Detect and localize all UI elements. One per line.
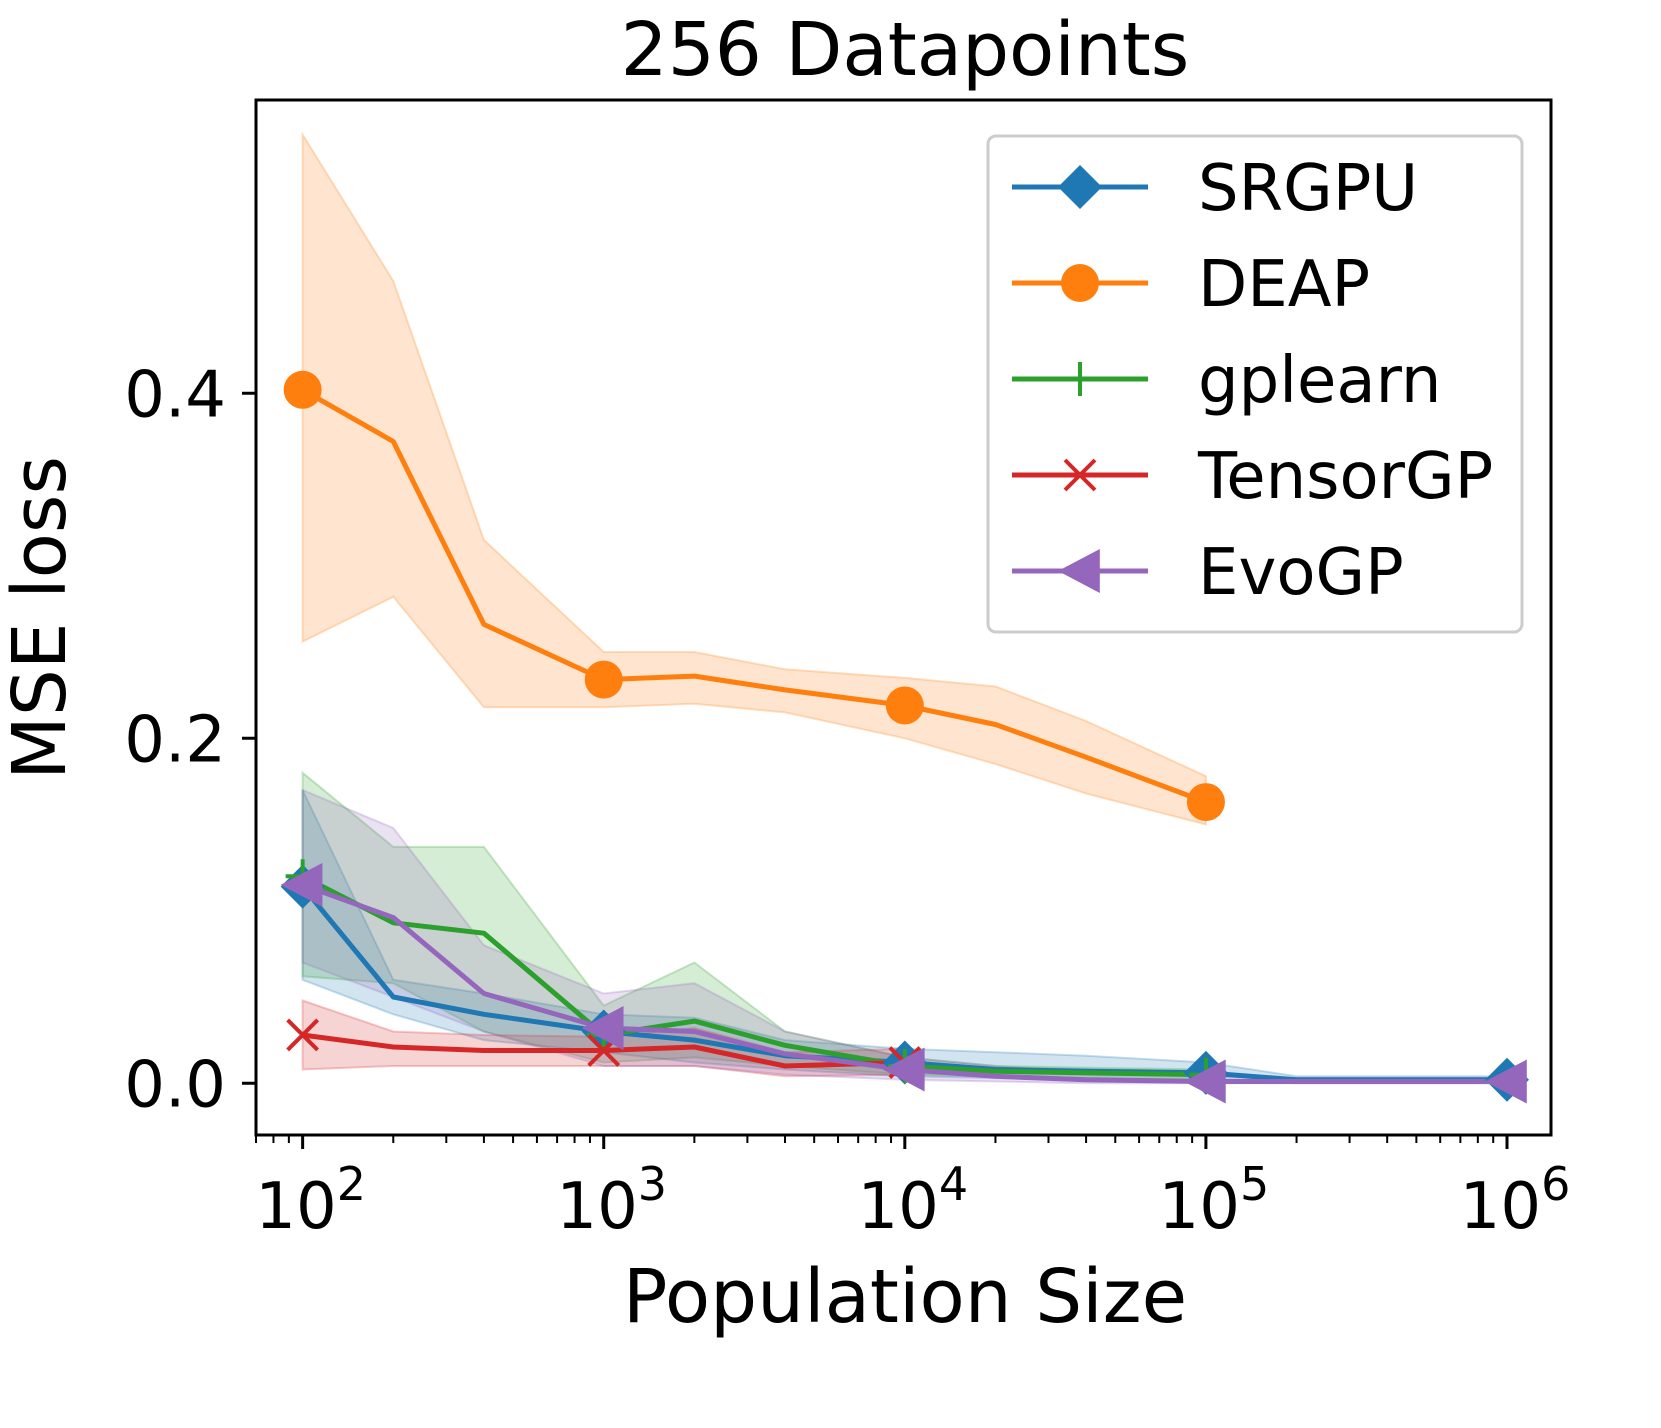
legend-entry-deap: DEAP xyxy=(1012,248,1370,322)
legend-entry-gplearn: gplearn xyxy=(1012,344,1441,418)
marker-deap-100 xyxy=(283,370,322,409)
legend-marker xyxy=(1063,458,1097,492)
legend-entries: SRGPU DEAP gplearn TensorGP EvoGP xyxy=(1012,152,1493,610)
legend-marker xyxy=(1058,549,1100,593)
x-tick-label: 102 xyxy=(255,1157,366,1244)
marker-evogp-10000 xyxy=(882,1047,925,1092)
x-axis-label: Population Size xyxy=(623,1254,1187,1340)
marker-deap-100000 xyxy=(1186,783,1225,822)
marker-evogp-100 xyxy=(280,862,323,907)
legend-label: EvoGP xyxy=(1198,536,1404,610)
marker-evogp-1000 xyxy=(581,1006,624,1051)
legend-label: TensorGP xyxy=(1197,440,1493,514)
y-tick-label: 0.2 xyxy=(124,703,226,777)
plot-area xyxy=(254,98,1553,1137)
legend-marker xyxy=(1058,165,1102,209)
legend-marker xyxy=(1061,264,1099,302)
x-tick-label: 106 xyxy=(1460,1157,1571,1244)
band-deap xyxy=(301,130,1207,826)
legend-label: DEAP xyxy=(1198,248,1370,322)
x-tick-label: 105 xyxy=(1159,1157,1270,1244)
marker-evogp-1000000 xyxy=(1485,1059,1527,1104)
marker-deap-1000 xyxy=(584,660,623,699)
line-gplearn xyxy=(301,874,1206,1078)
y-axis-label: MSE loss xyxy=(0,456,83,780)
y-tick-label: 0.4 xyxy=(124,358,226,432)
series-markers xyxy=(280,370,1530,1104)
legend-label: gplearn xyxy=(1198,344,1441,418)
x-tick-label: 103 xyxy=(556,1157,667,1244)
legend-entry-evogp: EvoGP xyxy=(1012,536,1404,610)
legend: SRGPU DEAP gplearn TensorGP EvoGP xyxy=(986,134,1524,634)
x-axis: 102 103 104 105 106 xyxy=(255,1135,1570,1244)
y-axis: 0.0 0.2 0.4 xyxy=(124,358,256,1122)
marker-tensorgp-100 xyxy=(286,1018,320,1052)
legend-entry-tensorgp: TensorGP xyxy=(1012,440,1493,514)
line-deap xyxy=(301,387,1207,805)
marker-deap-10000 xyxy=(885,686,924,725)
legend-marker xyxy=(1063,362,1097,396)
legend-label: SRGPU xyxy=(1198,152,1418,226)
legend-box xyxy=(986,134,1524,634)
chart-title: 256 Datapoints xyxy=(621,7,1190,93)
legend-entry-srgpu: SRGPU xyxy=(1012,152,1418,226)
y-tick-label: 0.0 xyxy=(124,1048,226,1122)
x-tick-label: 104 xyxy=(857,1157,968,1244)
marker-evogp-100000 xyxy=(1183,1059,1226,1104)
